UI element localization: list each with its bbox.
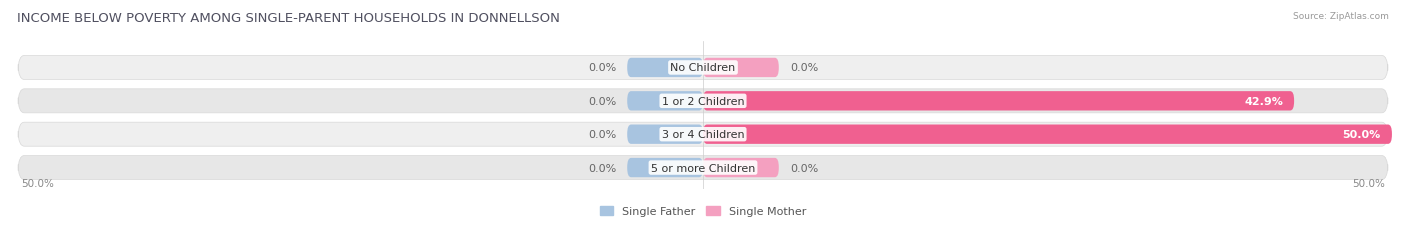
Text: 0.0%: 0.0% (588, 163, 616, 173)
FancyBboxPatch shape (703, 58, 779, 78)
FancyBboxPatch shape (627, 92, 703, 111)
Text: 0.0%: 0.0% (588, 96, 616, 106)
Text: 1 or 2 Children: 1 or 2 Children (662, 96, 744, 106)
FancyBboxPatch shape (703, 158, 779, 177)
Text: 50.0%: 50.0% (1353, 179, 1385, 188)
Text: 50.0%: 50.0% (21, 179, 53, 188)
Text: 3 or 4 Children: 3 or 4 Children (662, 130, 744, 140)
FancyBboxPatch shape (627, 158, 703, 177)
FancyBboxPatch shape (703, 125, 1392, 144)
FancyBboxPatch shape (18, 56, 1388, 80)
FancyBboxPatch shape (18, 156, 1388, 180)
Text: 5 or more Children: 5 or more Children (651, 163, 755, 173)
Text: 0.0%: 0.0% (790, 163, 818, 173)
FancyBboxPatch shape (703, 92, 1294, 111)
Text: No Children: No Children (671, 63, 735, 73)
Legend: Single Father, Single Mother: Single Father, Single Mother (600, 206, 806, 216)
Text: 50.0%: 50.0% (1343, 130, 1381, 140)
Text: 42.9%: 42.9% (1244, 96, 1284, 106)
FancyBboxPatch shape (627, 58, 703, 78)
FancyBboxPatch shape (18, 89, 1388, 113)
Text: 0.0%: 0.0% (588, 63, 616, 73)
Text: 0.0%: 0.0% (588, 130, 616, 140)
Text: Source: ZipAtlas.com: Source: ZipAtlas.com (1294, 12, 1389, 21)
FancyBboxPatch shape (627, 125, 703, 144)
Text: 0.0%: 0.0% (790, 63, 818, 73)
Text: INCOME BELOW POVERTY AMONG SINGLE-PARENT HOUSEHOLDS IN DONNELLSON: INCOME BELOW POVERTY AMONG SINGLE-PARENT… (17, 12, 560, 24)
FancyBboxPatch shape (18, 123, 1388, 146)
